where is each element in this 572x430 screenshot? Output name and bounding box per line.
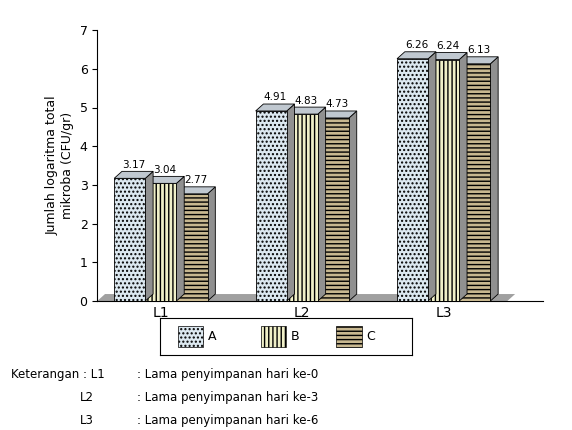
Text: 4.83: 4.83 xyxy=(295,95,318,106)
Polygon shape xyxy=(287,104,295,301)
Text: Keterangan : L1: Keterangan : L1 xyxy=(11,368,105,381)
Polygon shape xyxy=(256,104,295,111)
Text: 6.26: 6.26 xyxy=(405,40,428,50)
Polygon shape xyxy=(97,294,515,301)
Bar xyxy=(428,59,459,301)
Polygon shape xyxy=(349,111,357,301)
Polygon shape xyxy=(176,176,184,301)
Polygon shape xyxy=(208,187,215,301)
Polygon shape xyxy=(428,52,467,59)
Text: 3.17: 3.17 xyxy=(122,160,145,170)
Bar xyxy=(178,326,203,347)
Bar xyxy=(145,183,176,301)
Text: 3.04: 3.04 xyxy=(153,165,176,175)
Bar xyxy=(336,326,362,347)
Text: 6.13: 6.13 xyxy=(467,45,490,55)
Text: L2: L2 xyxy=(80,391,94,404)
Text: : Lama penyimpanan hari ke-3: : Lama penyimpanan hari ke-3 xyxy=(137,391,319,404)
Text: C: C xyxy=(367,330,375,343)
Polygon shape xyxy=(114,172,153,178)
Polygon shape xyxy=(145,176,184,183)
X-axis label: Lama penyimpanan: Lama penyimpanan xyxy=(244,327,397,341)
Text: L3: L3 xyxy=(80,415,94,427)
Polygon shape xyxy=(428,52,436,301)
Bar xyxy=(176,194,208,301)
Bar xyxy=(397,59,428,301)
Polygon shape xyxy=(145,172,153,301)
Text: 2.77: 2.77 xyxy=(184,175,208,185)
Text: : Lama penyimpanan hari ke-6: : Lama penyimpanan hari ke-6 xyxy=(137,415,319,427)
Bar xyxy=(261,326,286,347)
Polygon shape xyxy=(459,52,467,301)
Polygon shape xyxy=(318,107,325,301)
Polygon shape xyxy=(176,187,215,194)
Polygon shape xyxy=(287,107,325,114)
Y-axis label: Jumlah logaritma total
mikroba (CFU/gr): Jumlah logaritma total mikroba (CFU/gr) xyxy=(46,96,74,235)
Polygon shape xyxy=(490,57,498,301)
Text: : Lama penyimpanan hari ke-0: : Lama penyimpanan hari ke-0 xyxy=(137,368,319,381)
Bar xyxy=(256,111,287,301)
Bar xyxy=(114,178,145,301)
Bar xyxy=(287,114,318,301)
Text: B: B xyxy=(291,330,300,343)
Bar xyxy=(318,118,349,301)
Text: 4.73: 4.73 xyxy=(325,99,349,110)
Polygon shape xyxy=(459,57,498,64)
Text: 6.24: 6.24 xyxy=(436,41,459,51)
Bar xyxy=(459,64,490,301)
Polygon shape xyxy=(318,111,357,118)
Text: 4.91: 4.91 xyxy=(264,92,287,102)
Polygon shape xyxy=(397,52,436,59)
Text: A: A xyxy=(208,330,216,343)
